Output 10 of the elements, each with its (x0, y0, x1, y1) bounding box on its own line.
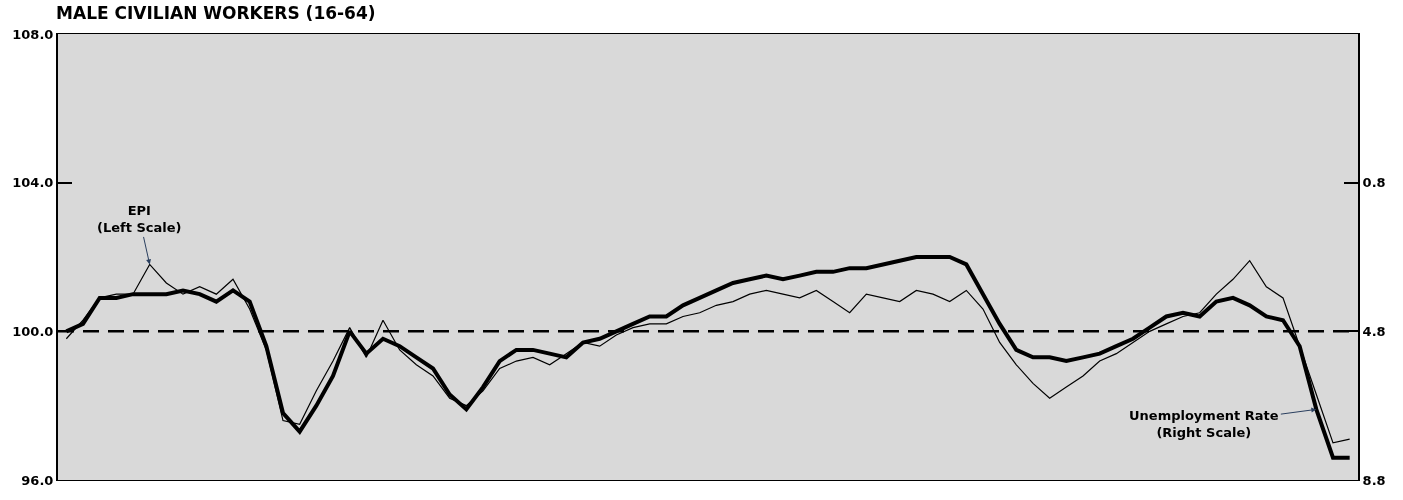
y-tick-label: 108.0 (12, 26, 54, 42)
annotation: Unemployment Rate (Right Scale) (1129, 408, 1279, 440)
chart-title: MALE CIVILIAN WORKERS (16-64) (56, 3, 376, 24)
y2-tick-label: 4.8 (1362, 323, 1386, 339)
y-tick-label: 96.0 (21, 472, 54, 488)
y-tick-label: 100.0 (12, 323, 54, 339)
y-tick-label: 104.0 (12, 175, 54, 191)
y2-tick-label: 8.8 (1362, 472, 1386, 488)
y2-tick-label: 0.8 (1362, 175, 1386, 191)
annotation: EPI (Left Scale) (97, 203, 182, 235)
